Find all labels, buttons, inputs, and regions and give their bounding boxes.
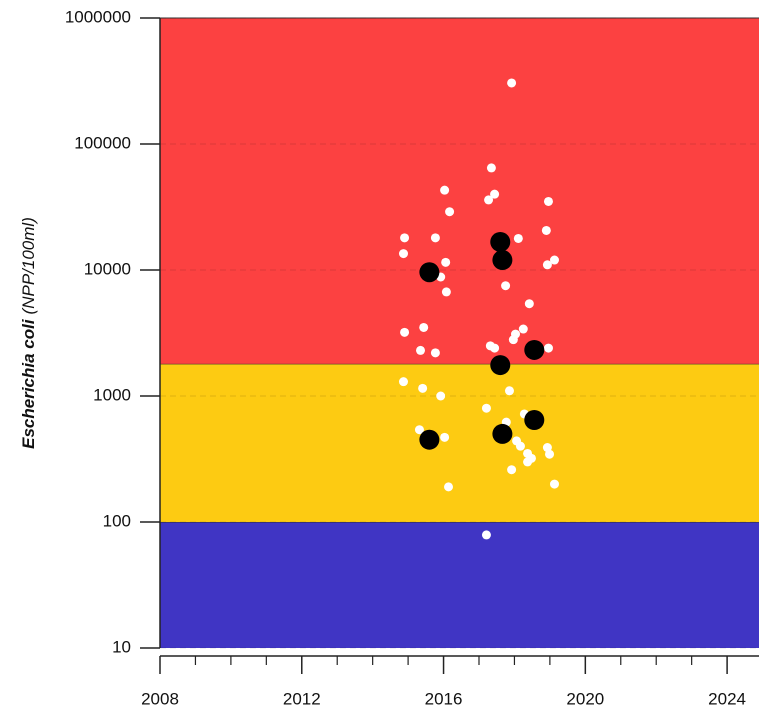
x-tick-label: 2020 [566,689,604,708]
data-point [430,348,440,358]
data-point [524,409,545,430]
y-tick-label: 1000000 [65,7,131,26]
data-point [490,231,511,252]
data-point [414,425,424,435]
band [160,363,759,522]
data-point [436,391,446,401]
data-point [400,327,410,337]
y-tick-label: 100000 [74,133,131,152]
data-point [400,233,410,243]
data-point [508,335,518,345]
data-point [444,482,454,492]
x-tick-label: 2008 [141,689,179,708]
data-point [419,262,440,283]
data-point [549,479,559,489]
y-axis-label: Escherichia coli (NPP/100ml) [19,217,38,449]
y-tick-label: 10000 [84,259,131,278]
data-point [492,423,513,444]
data-point [515,441,525,451]
data-point [416,345,426,355]
data-point [518,324,528,334]
data-point [430,233,440,243]
data-point [481,403,491,413]
data-point [543,196,553,206]
data-point [441,257,451,267]
data-point [398,249,408,259]
data-point [486,163,496,173]
band [160,18,759,364]
data-point [504,386,514,396]
data-point [541,225,551,235]
data-point [418,383,428,393]
band [160,522,759,648]
data-point [524,339,545,360]
data-point [545,449,555,459]
data-point [523,457,533,467]
data-point [440,432,450,442]
data-point [398,377,408,387]
data-point [490,355,511,376]
y-tick-label: 100 [103,511,131,530]
data-point [513,233,523,243]
data-point [492,250,513,271]
data-point [490,343,500,353]
points [398,78,559,540]
axes: 10 100 1000 10000 100000 1000000 2008 2012 2016 2… [65,7,759,708]
y-tick-label: 1000 [93,385,131,404]
data-point [507,465,517,475]
data-point [501,281,511,291]
data-point [484,195,494,205]
data-point [542,260,552,270]
data-point [440,185,450,195]
data-point [481,530,491,540]
data-point [490,189,500,199]
data-point [507,78,517,88]
y-tick-label: 10 [112,637,131,656]
bands [160,17,759,648]
x-tick-label: 2024 [708,689,746,708]
x-tick-label: 2016 [425,689,463,708]
data-point [524,299,534,309]
data-point [445,207,455,217]
x-tick-label: 2012 [283,689,321,708]
y-label-unit: (NPP/100ml) [19,217,38,314]
data-point [543,343,553,353]
data-point [441,287,451,297]
y-label-organism: Escherichia coli [19,318,38,449]
data-point [549,255,559,265]
data-point [419,322,429,332]
data-point [419,429,440,450]
